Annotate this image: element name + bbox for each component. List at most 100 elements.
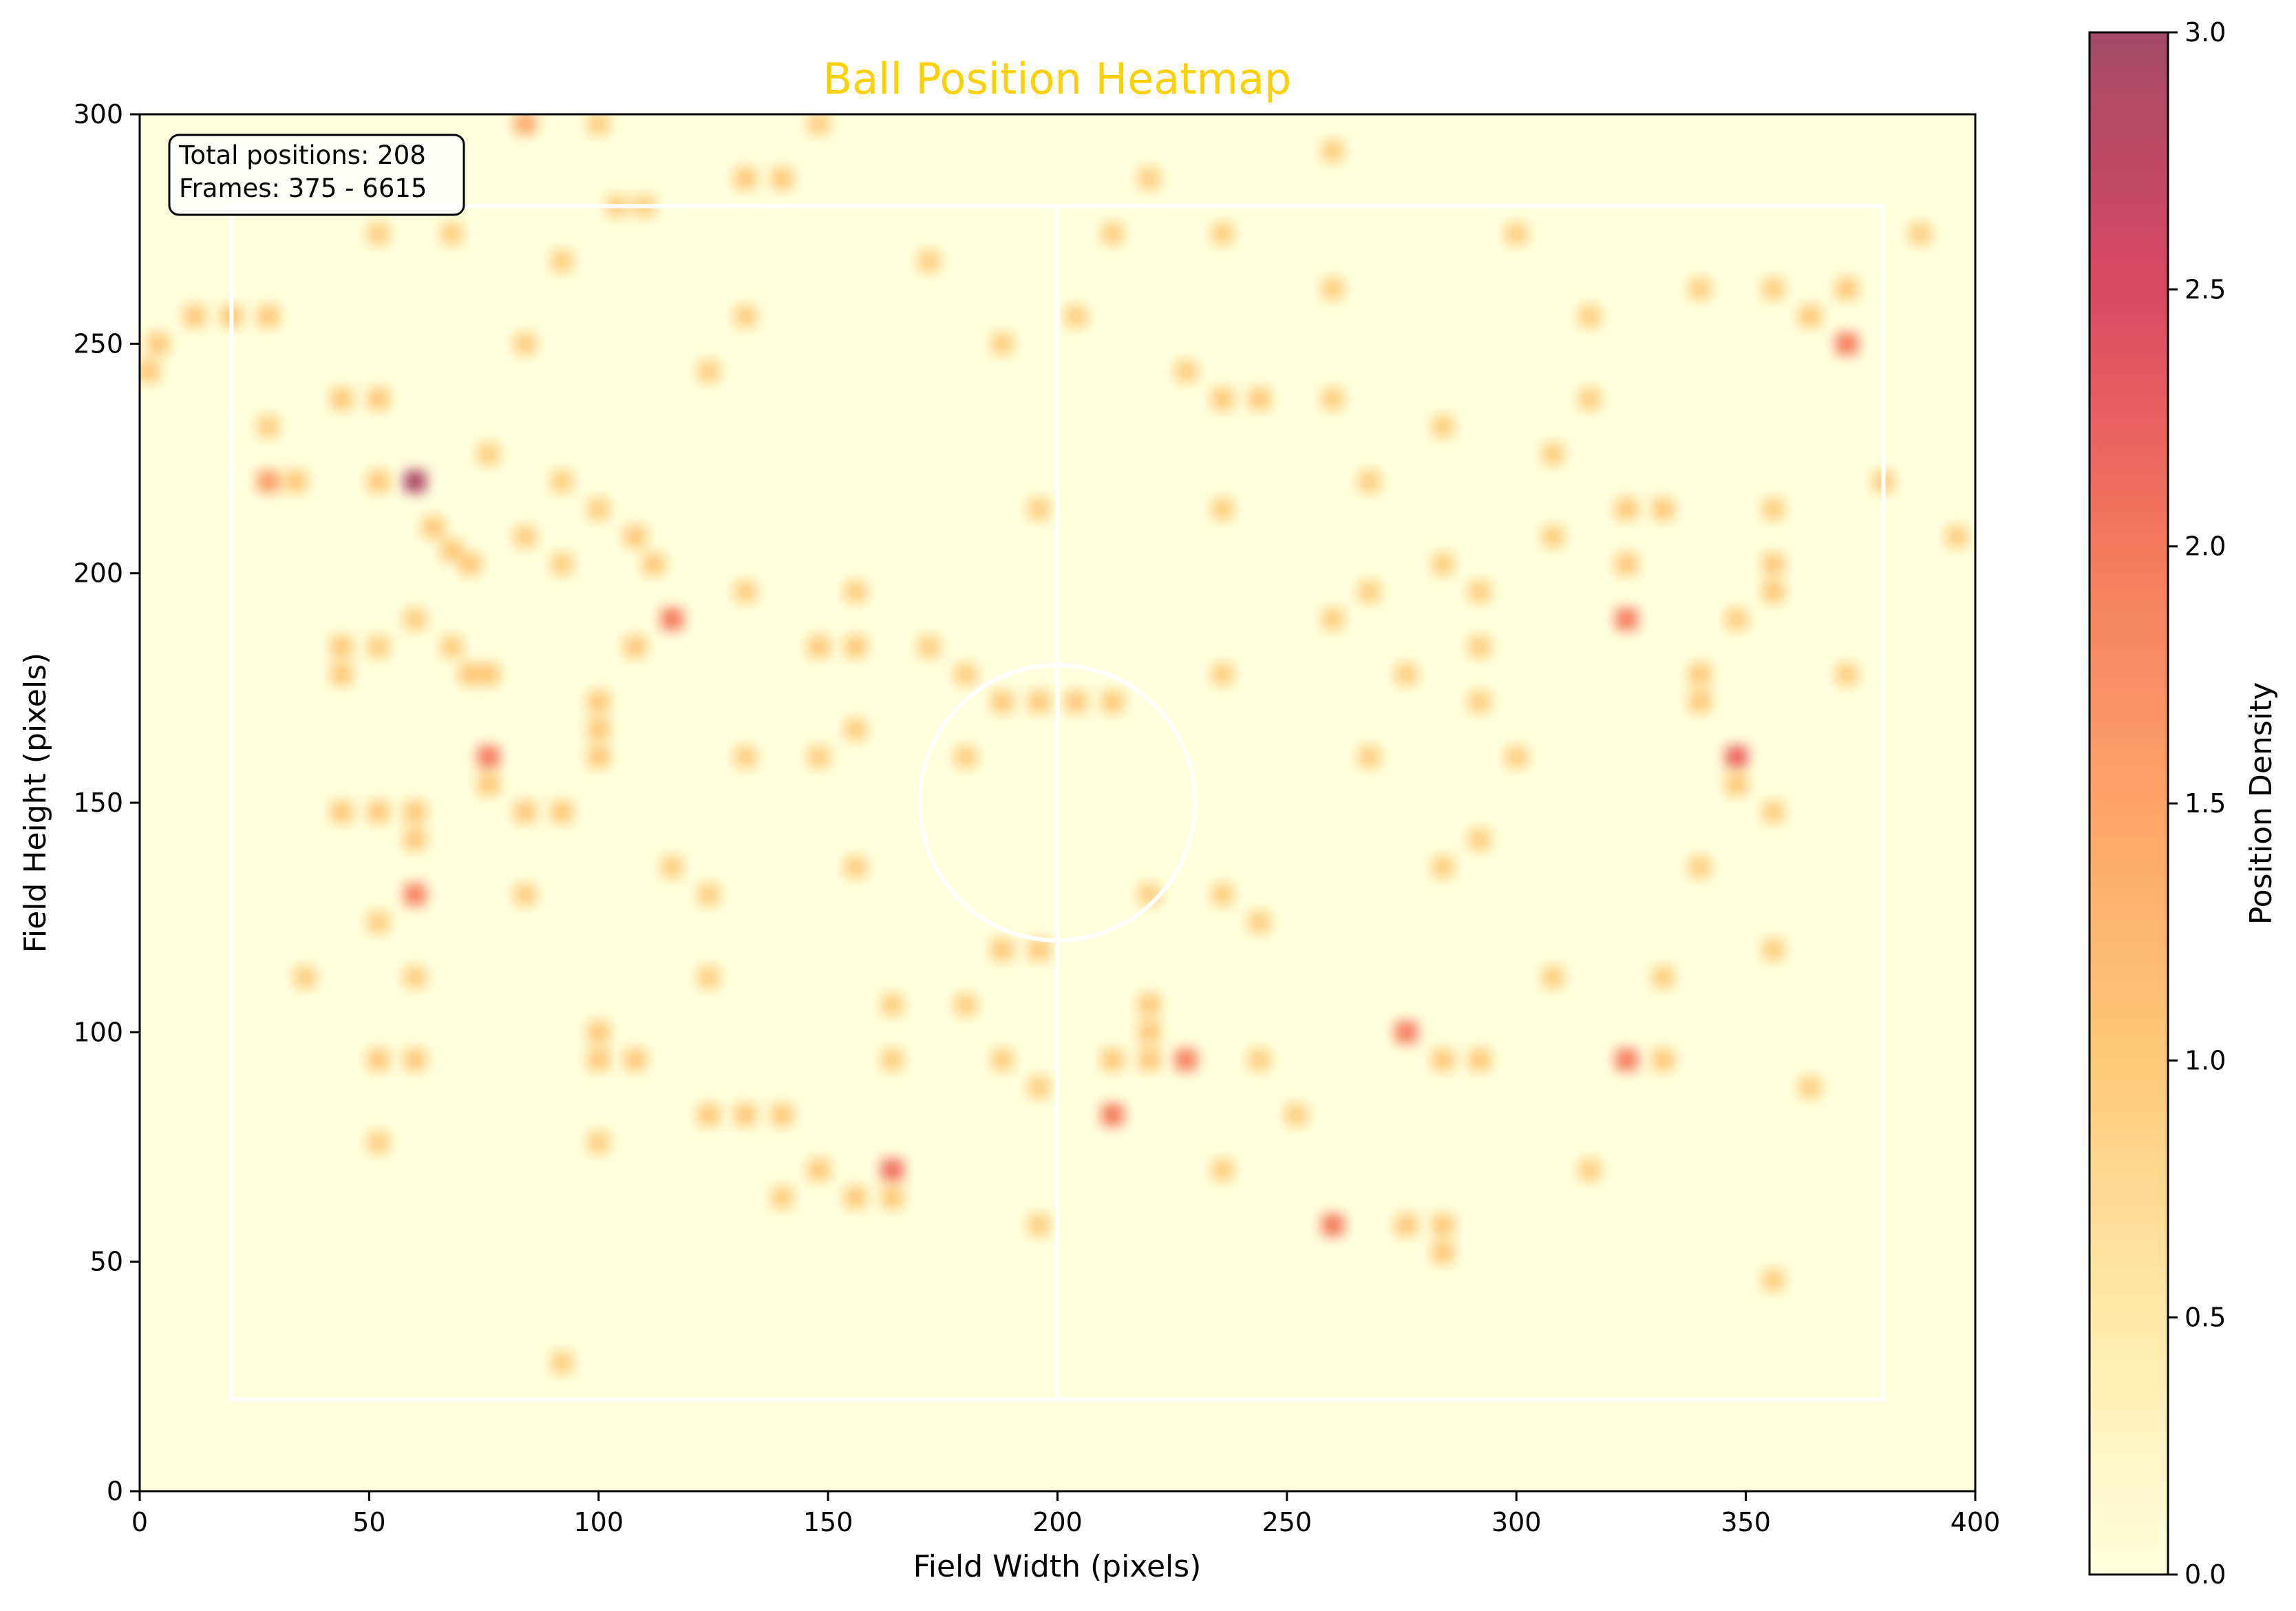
x-tick-label: 350: [1721, 1507, 1771, 1537]
heatmap-cell: [1395, 663, 1418, 686]
heatmap-cell: [1615, 1049, 1638, 1071]
heatmap-cell: [881, 993, 904, 1016]
heatmap-cell: [1762, 801, 1785, 823]
heatmap-cell: [477, 663, 500, 686]
heatmap-cell: [1395, 1021, 1418, 1044]
heatmap-cell: [844, 718, 867, 741]
heatmap-cell: [697, 966, 720, 989]
heatmap-cell: [367, 1049, 390, 1071]
heatmap-cell: [697, 1104, 720, 1126]
heatmap-cell: [1248, 388, 1271, 410]
heatmap-cell: [1211, 388, 1234, 410]
heatmap-cell: [844, 1186, 867, 1209]
heatmap-cell: [367, 801, 390, 823]
heatmap-cell: [1798, 1076, 1821, 1099]
y-axis-title: Field Height (pixels): [18, 653, 53, 953]
heatmap-cell: [697, 360, 720, 383]
heatmap-cell: [257, 415, 279, 438]
heatmap-cell: [991, 938, 1014, 961]
heatmap-cell: [881, 1049, 904, 1071]
heatmap-cell: [1138, 167, 1160, 190]
heatmap-cell: [147, 333, 169, 355]
heatmap-cell: [440, 222, 463, 245]
heatmap-cell: [1028, 1076, 1050, 1099]
heatmap-cell: [917, 250, 940, 273]
heatmap-cell: [1542, 525, 1564, 548]
colorbar-tick-label: 2.0: [2185, 531, 2226, 562]
heatmap-cell: [514, 114, 537, 135]
heatmap-cell: [1725, 773, 1748, 796]
heatmap-cell: [1836, 333, 1858, 355]
x-tick-label: 250: [1262, 1507, 1312, 1537]
heatmap-cell: [1468, 635, 1491, 658]
heatmap-cell: [1028, 691, 1050, 713]
heatmap-cell: [1101, 222, 1124, 245]
heatmap-cell: [1688, 663, 1711, 686]
heatmap-cell: [1725, 746, 1748, 768]
heatmap-cell: [477, 443, 500, 465]
heatmap-cell: [1065, 691, 1087, 713]
heatmap-cell: [330, 663, 353, 686]
y-axis: 0 50 100 150 200 250 300: [73, 99, 140, 1506]
heatmap-cell: [514, 883, 537, 906]
colorbar-tick-label: 1.5: [2185, 788, 2226, 819]
colorbar-tick-label: 0.0: [2185, 1559, 2226, 1590]
heatmap-cell: [642, 553, 665, 576]
heatmap-cell: [184, 305, 206, 328]
heatmap-cell: [955, 663, 977, 686]
heatmap-cell: [661, 856, 683, 878]
heatmap-cell: [1432, 553, 1454, 576]
heatmap-cell: [477, 773, 500, 796]
heatmap-cell: [917, 635, 940, 658]
center-circle: [917, 663, 1198, 943]
y-tick-label: 50: [90, 1247, 123, 1277]
heatmap-cell: [1175, 1049, 1198, 1071]
heatmap-cell: [294, 966, 317, 989]
heatmap-cell: [807, 746, 830, 768]
heatmap-cell: [514, 801, 537, 823]
heatmap-cell: [991, 691, 1014, 713]
heatmap-cell: [734, 1104, 757, 1126]
heatmap-cell: [1836, 277, 1858, 300]
x-tick-label: 50: [352, 1507, 385, 1537]
heatmap-cell: [1762, 498, 1785, 520]
heatmap-cell: [1138, 993, 1160, 1016]
heatmap-cell: [404, 828, 427, 851]
heatmap-cell: [404, 966, 427, 989]
heatmap-cell: [1211, 498, 1234, 520]
field-lines: [229, 204, 1886, 1402]
colorbar-ticks: 0.0 0.5 1.0 1.5 2.0 2.5 3.0: [2168, 17, 2226, 1590]
heatmap-cells: [140, 114, 1968, 1374]
heatmap-cell: [1468, 691, 1491, 713]
heatmap-cell: [1395, 1214, 1418, 1236]
heatmap-cell: [404, 470, 427, 493]
heatmap-cell: [367, 470, 390, 493]
heatmap-cell: [1028, 938, 1050, 961]
heatmap-cell: [404, 608, 427, 631]
heatmap-cell: [1909, 222, 1931, 245]
info-box: Total positions: 208 Frames: 375 - 6615: [168, 134, 465, 216]
heatmap-cell: [1138, 1021, 1160, 1044]
heatmap-cell: [844, 635, 867, 658]
heatmap-cell: [422, 516, 445, 538]
heatmap-cell: [1321, 1214, 1344, 1236]
heatmap-cell: [1432, 1214, 1454, 1236]
heatmap-cell: [844, 580, 867, 603]
heatmap-cell: [1321, 608, 1344, 631]
heatmap-cell: [459, 553, 482, 576]
heatmap-cell: [1762, 1269, 1785, 1292]
heatmap-cell: [367, 911, 390, 934]
x-axis-title: Field Width (pixels): [913, 1549, 1202, 1584]
heatmap-cell: [807, 1159, 830, 1181]
heatmap-cell: [734, 580, 757, 603]
heatmap-cell: [587, 114, 610, 135]
heatmap-cell: [404, 883, 427, 906]
heatmap-cell: [330, 635, 353, 658]
heatmap-cell: [1065, 305, 1087, 328]
heatmap-cell: [1248, 1049, 1271, 1071]
heatmap-cell: [477, 746, 500, 768]
x-axis: 0 50 100 150 200 250 300 350 400: [131, 1491, 2000, 1537]
heatmap-cell: [1285, 1104, 1308, 1126]
heatmap-cell: [991, 333, 1014, 355]
heatmap-cell: [844, 856, 867, 878]
